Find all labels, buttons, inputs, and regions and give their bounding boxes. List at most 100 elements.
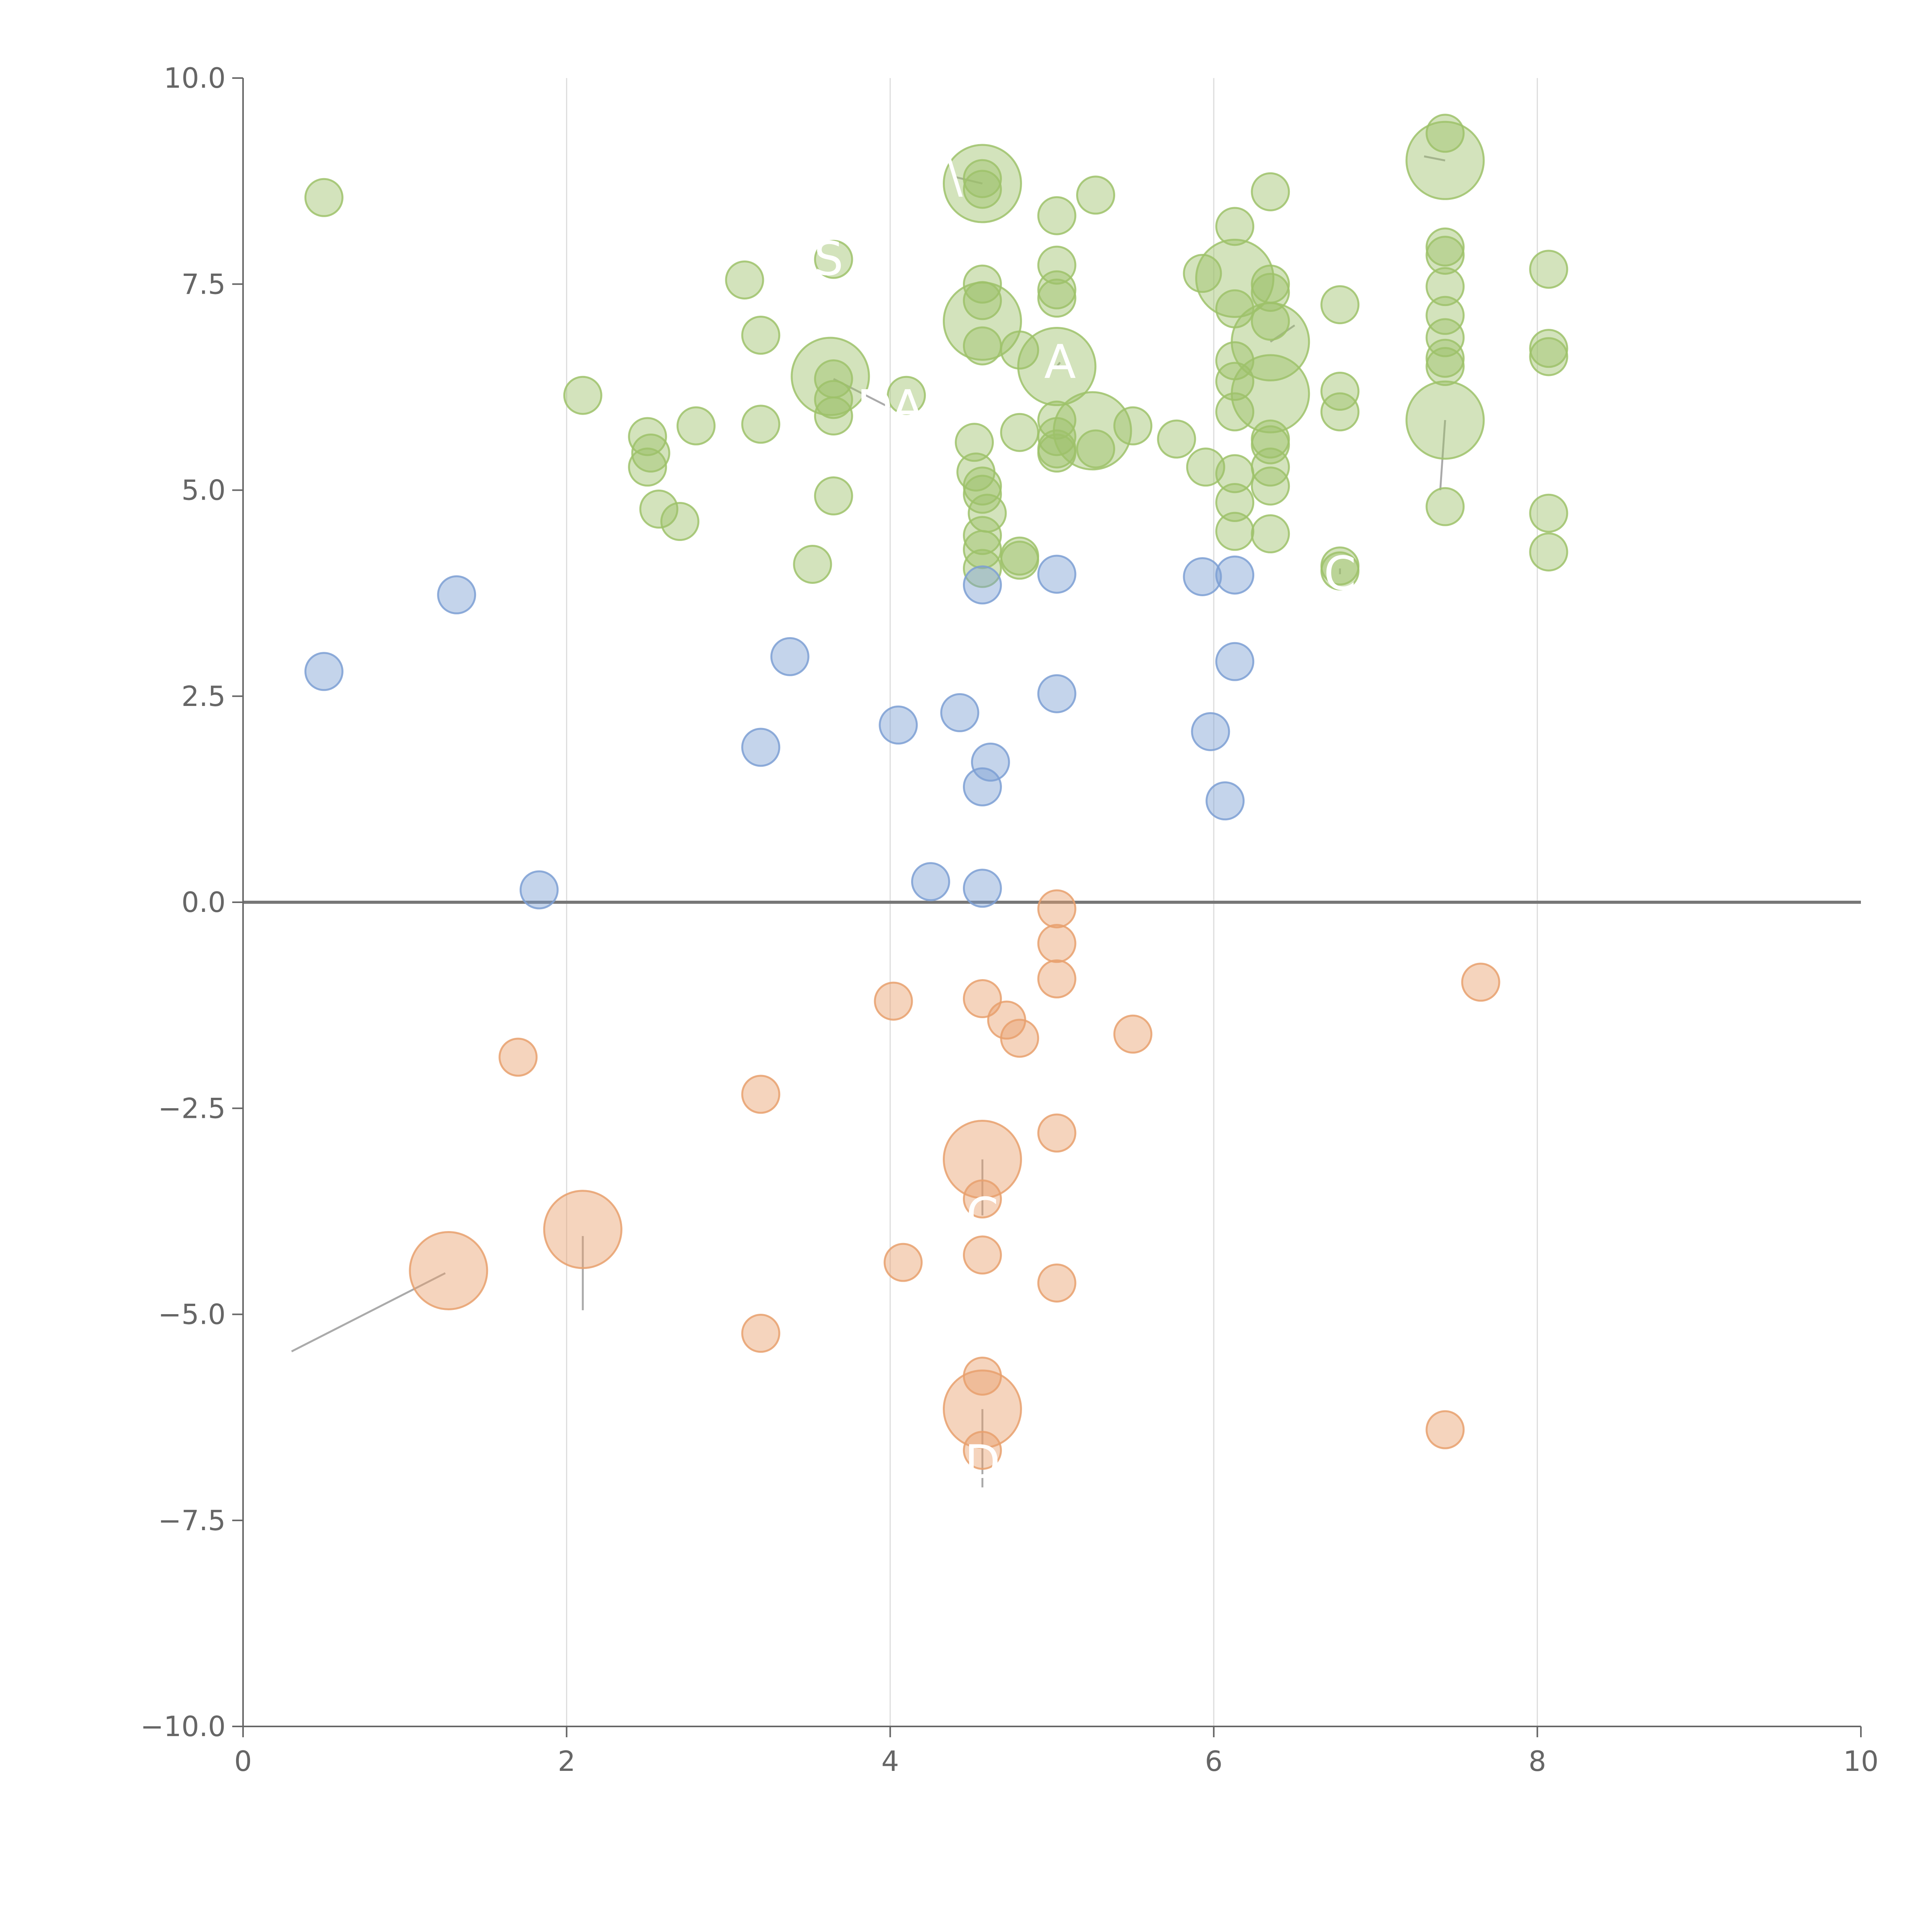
data-point-high [676, 406, 716, 446]
data-point-low [1037, 959, 1077, 998]
data-point-high [1405, 380, 1485, 460]
points-layer [304, 114, 1568, 1470]
data-point-high [1000, 413, 1039, 452]
data-point-mid [963, 767, 1002, 806]
data-point-mid [940, 693, 980, 732]
data-point-high [1215, 512, 1255, 551]
data-point-mid [1215, 642, 1255, 681]
data-point-high [1037, 434, 1077, 473]
x-tick-label: 8 [1529, 1745, 1546, 1777]
x-tick-label: 4 [881, 1745, 899, 1777]
data-point-low [874, 981, 913, 1021]
data-point-high [1320, 372, 1360, 411]
data-point-high [1251, 172, 1290, 211]
data-point-high [741, 315, 781, 355]
data-point-low [963, 1179, 1002, 1219]
data-point-high [955, 423, 994, 462]
data-point-high [963, 264, 1002, 304]
data-point-high [1320, 392, 1360, 432]
data-point-low [543, 1190, 622, 1269]
data-point-high [1425, 236, 1465, 275]
annotation-leader-line [1439, 420, 1446, 490]
data-point-mid [1037, 554, 1077, 594]
annotation-label: DA [857, 381, 923, 434]
data-point-low [1037, 1263, 1077, 1303]
y-tick-label: 7.5 [181, 268, 226, 300]
annotation-label: C [1324, 547, 1356, 601]
annotation-leader-line [954, 176, 983, 185]
data-point-high [963, 549, 1002, 588]
y-tick-label: 5.0 [181, 474, 226, 507]
data-point-high [1076, 429, 1116, 469]
x-tick-label: 2 [558, 1745, 575, 1777]
data-point-high [1425, 267, 1465, 306]
data-point-low [409, 1231, 488, 1310]
data-point-high [963, 516, 1002, 555]
y-tick-label: 2.5 [181, 680, 226, 713]
data-point-low [1000, 1019, 1039, 1058]
data-point-high [814, 240, 853, 279]
annotation-label: S [814, 232, 844, 286]
annotation-label: \ [947, 150, 963, 204]
data-point-low [942, 1369, 1022, 1449]
data-point-high [1425, 227, 1465, 267]
data-point-high [1183, 254, 1222, 293]
data-point-high [1113, 406, 1153, 446]
data-point-high [791, 337, 870, 416]
data-point-high [1215, 483, 1255, 522]
data-point-high [1231, 354, 1310, 434]
data-point-high [1251, 273, 1290, 312]
data-point-high [1251, 514, 1290, 554]
y-tick-label: −2.5 [158, 1092, 226, 1124]
data-point-low [1037, 1113, 1077, 1153]
axes-layer: 0 2 4 6 8 10 10.0 7.5 5.0 2.5 0.0 −2.5 −5.0 −7.5 −10.0 [140, 62, 1878, 1777]
data-point-high [1076, 175, 1116, 215]
data-point-low [1425, 1410, 1465, 1449]
data-point-low [1037, 924, 1077, 963]
data-point-high [1529, 337, 1568, 376]
data-point-high [1320, 285, 1360, 325]
data-point-low [498, 1037, 538, 1077]
data-point-high [1425, 296, 1465, 335]
data-point-high [631, 434, 670, 473]
data-point-high [1529, 532, 1568, 571]
annotation-leader-line [291, 1272, 446, 1352]
data-point-low [963, 1235, 1002, 1275]
data-point-high [814, 380, 853, 419]
data-point-mid [741, 728, 781, 767]
data-point-high [1037, 196, 1077, 235]
data-point-high [1195, 238, 1275, 318]
x-tick-label: 0 [234, 1745, 252, 1777]
data-point-low [1461, 963, 1500, 1002]
data-point-mid [437, 575, 476, 614]
y-tick-label: 10.0 [164, 62, 226, 94]
data-point-mid [770, 637, 810, 676]
data-point-high [725, 260, 764, 300]
annotation-label: C [966, 1189, 999, 1242]
data-point-high [1037, 279, 1077, 318]
data-point-high [563, 376, 602, 415]
data-point-high [1157, 419, 1196, 459]
y-tick-label: 0.0 [181, 886, 226, 918]
data-point-low [1113, 1014, 1153, 1054]
data-point-high [887, 376, 926, 415]
data-point-low [883, 1243, 923, 1282]
data-point-high [304, 178, 344, 217]
data-point-mid [1183, 557, 1222, 596]
data-point-high [963, 170, 1002, 209]
data-point-high [1251, 425, 1290, 464]
data-point-high [1037, 400, 1077, 440]
data-point-high [639, 490, 679, 529]
data-point-low [1037, 889, 1077, 929]
annotation-leader-line [1056, 362, 1061, 367]
data-point-mid [1215, 555, 1255, 595]
data-point-mid [304, 652, 344, 691]
data-point-high [793, 544, 832, 584]
data-point-high [1037, 270, 1077, 310]
data-point-low [963, 1430, 1002, 1470]
data-point-mid [963, 565, 1002, 605]
data-point-high [1251, 466, 1290, 506]
data-point-high [814, 476, 853, 515]
y-tick-label: −10.0 [140, 1710, 226, 1743]
